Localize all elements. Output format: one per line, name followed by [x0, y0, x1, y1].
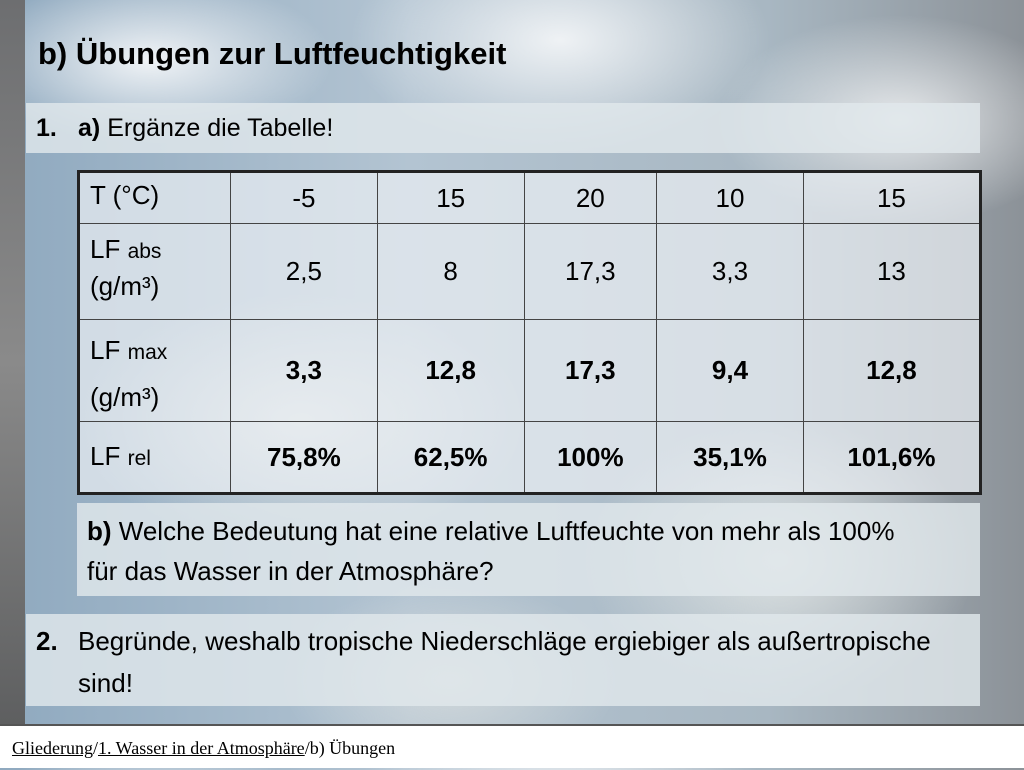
table-cell: 100%: [523, 421, 658, 494]
breadcrumb-link[interactable]: 1. Wasser in der Atmosphäre: [98, 738, 305, 758]
task-part: a): [78, 114, 101, 142]
task-text: Welche Bedeutung hat eine relative Luftf…: [87, 516, 895, 586]
task-1a: 1. a) Ergänze die Tabelle!: [26, 103, 980, 153]
row-label: LF max (g/m³): [78, 319, 231, 422]
table-cell: 13: [802, 223, 982, 320]
table-cell: -5: [230, 171, 378, 224]
table-cell: 75,8%: [230, 421, 378, 494]
label-sub: abs: [127, 240, 162, 263]
table-row: LF rel 75,8% 62,5% 100% 35,1% 101,6%: [78, 421, 982, 494]
table-cell: 3,3: [656, 223, 804, 320]
table-cell: 15: [376, 171, 525, 224]
task-1b: b) Welche Bedeutung hat eine relative Lu…: [77, 503, 980, 596]
table-cell: 15: [802, 171, 982, 224]
table-cell: 17,3: [523, 223, 658, 320]
row-label: LF rel: [78, 421, 231, 494]
breadcrumb-current: /b) Übungen: [304, 738, 396, 758]
humidity-table: T (°C) -5 15 20 10 15 LF abs (g/m³) 2,5 8 17,3 3,3 1…: [77, 170, 982, 495]
task-text: Begründe, weshalb tropische Niederschläg…: [78, 626, 931, 698]
table-row: LF max (g/m³) 3,3 12,8 17,3 9,4 12,8: [78, 319, 982, 422]
table-cell: 10: [656, 171, 804, 224]
label-unit: (g/m³): [90, 271, 160, 301]
table-row: LF abs (g/m³) 2,5 8 17,3 3,3 13: [78, 223, 982, 320]
table-cell: 101,6%: [802, 421, 982, 494]
task-text: Ergänze die Tabelle!: [107, 114, 334, 142]
task-part: b): [87, 516, 112, 546]
table-cell: 9,4: [656, 319, 804, 422]
table-cell: 35,1%: [656, 421, 804, 494]
task-2: 2. Begründe, weshalb tropische Niedersch…: [26, 614, 980, 706]
table-cell: 20: [523, 171, 658, 224]
table-row: T (°C) -5 15 20 10 15: [78, 171, 982, 224]
slide-title: b) Übungen zur Luftfeuchtigkeit: [38, 36, 507, 71]
label-main: LF: [90, 234, 121, 264]
row-label: T (°C): [78, 171, 231, 224]
separator: /: [92, 738, 98, 758]
table-cell: 17,3: [523, 319, 658, 422]
breadcrumb: Gliederung/1. Wasser in der Atmosphäre/b…: [0, 724, 1024, 768]
side-strip: [0, 0, 25, 724]
label-main: T (°C): [90, 180, 160, 210]
task-number: 2.: [36, 626, 58, 656]
label-main: LF: [90, 440, 121, 471]
label-main: LF: [90, 335, 121, 365]
row-label: LF abs (g/m³): [78, 223, 231, 320]
breadcrumb-link[interactable]: Gliederung: [12, 738, 93, 758]
label-sub: rel: [127, 446, 151, 470]
label-sub: max: [127, 341, 168, 364]
label-unit: (g/m³): [90, 382, 160, 412]
table-cell: 3,3: [230, 319, 378, 422]
table-cell: 2,5: [230, 223, 378, 320]
table-cell: 12,8: [376, 319, 525, 422]
task-number: 1.: [36, 114, 57, 142]
table-cell: 62,5%: [376, 421, 525, 494]
table-cell: 8: [376, 223, 525, 320]
table-cell: 12,8: [802, 319, 982, 422]
